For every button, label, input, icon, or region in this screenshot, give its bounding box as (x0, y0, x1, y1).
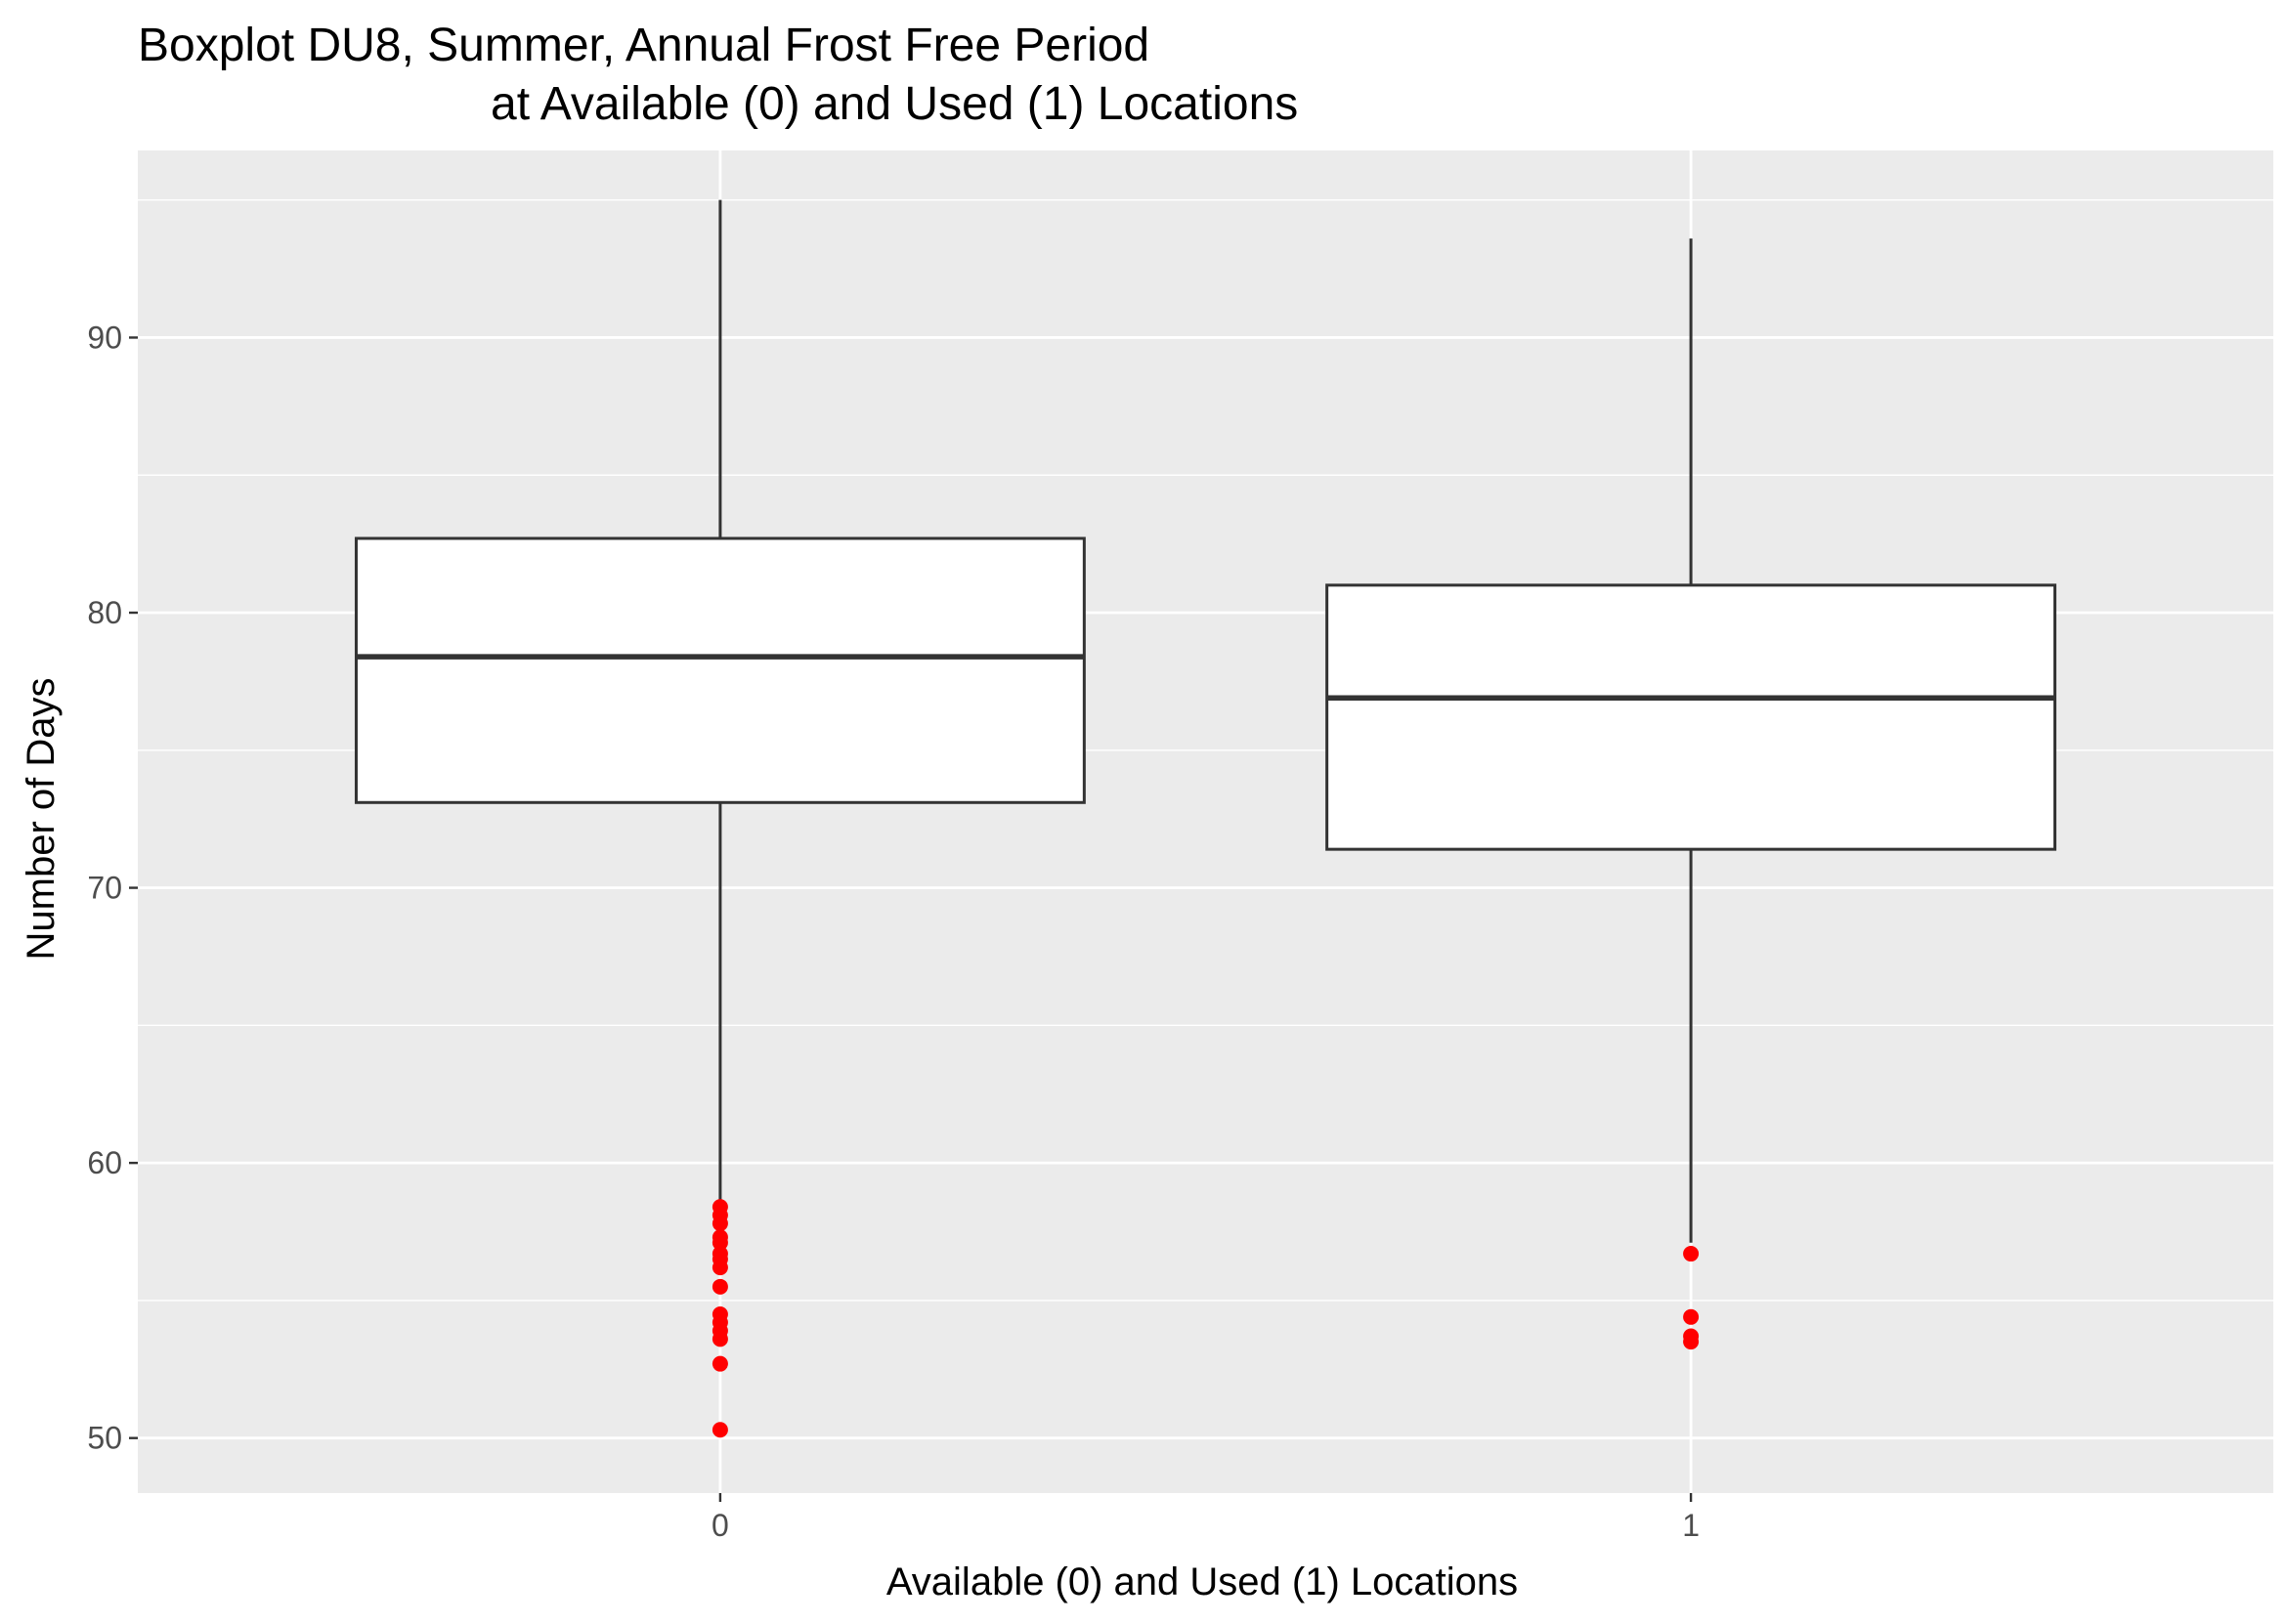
outlier-point (712, 1422, 728, 1438)
box-group-1 (1325, 238, 2057, 1350)
outlier-point (712, 1331, 728, 1347)
x-tick-label: 1 (1682, 1508, 1700, 1543)
y-axis-title: Number of Days (20, 678, 63, 961)
outlier-point (712, 1216, 728, 1232)
x-tick-label: 0 (712, 1508, 729, 1543)
box-group-0 (354, 199, 1086, 1438)
outlier-point (712, 1278, 728, 1295)
y-tick-label: 90 (87, 320, 122, 355)
iqr-box (354, 536, 1086, 804)
y-axis: 50 60 70 80 90 (87, 320, 138, 1456)
outlier-point (712, 1260, 728, 1276)
outlier-point (712, 1355, 728, 1372)
outlier-point (712, 1234, 728, 1251)
outlier-point (1683, 1308, 1700, 1325)
chart-title-line2: at Available (0) and Used (1) Locations (491, 78, 1298, 130)
chart-title-line1: Boxplot DU8, Summer, Annual Frost Free P… (138, 20, 1149, 71)
boxes (354, 199, 2057, 1438)
outlier-point (1683, 1246, 1700, 1262)
iqr-box (1325, 583, 2057, 851)
outlier-point (1683, 1334, 1700, 1350)
y-tick-label: 70 (87, 871, 122, 906)
y-tick-label: 80 (87, 595, 122, 630)
y-tick-label: 50 (87, 1421, 122, 1456)
y-tick-label: 60 (87, 1145, 122, 1180)
x-axis-title: Available (0) and Used (1) Locations (886, 1560, 1518, 1603)
